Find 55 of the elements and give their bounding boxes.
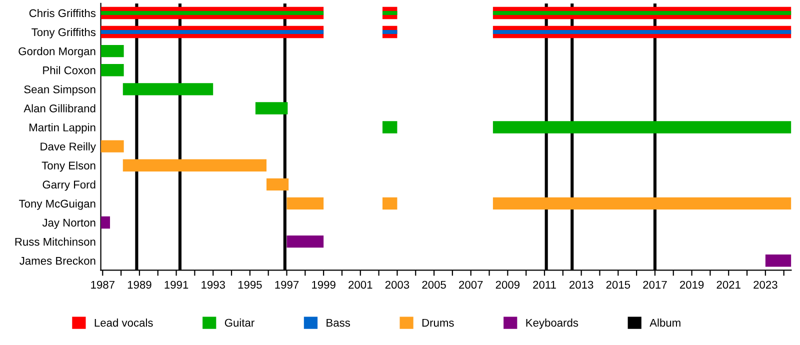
bar — [286, 235, 324, 248]
bar — [122, 159, 266, 172]
bar — [266, 178, 289, 191]
y-tick-label: Tony McGuigan — [19, 199, 96, 210]
bar — [100, 216, 110, 229]
y-tick-label: Alan Gillibrand — [24, 104, 96, 112]
bar — [492, 197, 792, 210]
x-tick-label: 1993 — [202, 280, 225, 289]
x-tick-label: 1989 — [128, 280, 152, 289]
bar — [100, 64, 124, 76]
bar — [492, 30, 792, 34]
bar — [100, 44, 124, 58]
x-tick-label: 2021 — [716, 280, 740, 289]
bar — [382, 30, 398, 34]
y-tick-label: Dave Reilly — [40, 142, 96, 153]
x-tick-label: 2013 — [570, 280, 594, 289]
legend-label: Keyboards — [526, 318, 578, 329]
legend-label: Guitar — [224, 318, 254, 327]
x-tick-label: 2011 — [533, 280, 556, 289]
x-tick-label: 2019 — [680, 280, 704, 289]
x-tick-label: 2009 — [496, 280, 520, 289]
y-tick-label: Phil Coxon — [43, 66, 96, 74]
x-tick-label: 1995 — [238, 280, 262, 289]
x-tick-label: 1987 — [91, 280, 114, 289]
y-tick-label: Garry Ford — [42, 180, 96, 191]
x-tick-label: 2015 — [606, 280, 630, 289]
y-tick-label: Jay Norton — [42, 218, 96, 229]
y-tick-label: Tony Griffiths — [32, 28, 96, 38]
bar — [122, 83, 214, 96]
legend-label: Bass — [326, 318, 350, 327]
x-tick-label: 2007 — [459, 280, 483, 289]
legend-label: Lead vocals — [94, 318, 153, 327]
bar — [100, 140, 124, 152]
x-tick-label: 2003 — [385, 280, 410, 289]
y-tick-label: Russ Mitchinson — [15, 238, 96, 246]
y-tick-label: Sean Simpson — [24, 85, 96, 96]
x-tick-label: 2017 — [643, 280, 667, 289]
bar — [100, 30, 324, 34]
bar — [765, 254, 792, 267]
bar — [286, 197, 324, 210]
bar — [382, 197, 398, 210]
bar — [255, 102, 288, 114]
x-tick-label: 2023 — [754, 280, 778, 289]
y-tick-label: Martin Lappin — [30, 123, 96, 134]
y-tick-label: Tony Elson — [42, 161, 96, 172]
legend-label: Drums — [422, 318, 454, 327]
x-tick-label: 2005 — [422, 280, 446, 289]
x-tick-label: 1991 — [164, 280, 188, 289]
x-tick-label: 1997 — [275, 280, 299, 289]
x-tick-label: 1999 — [312, 280, 336, 289]
x-tick-label: 2001 — [348, 280, 372, 289]
y-tick-label: Gordon Morgan — [18, 47, 96, 58]
y-tick-label: James Breckon — [20, 256, 96, 265]
y-tick-label: Chris Griffiths — [29, 8, 96, 18]
legend-label: Album — [650, 318, 680, 327]
